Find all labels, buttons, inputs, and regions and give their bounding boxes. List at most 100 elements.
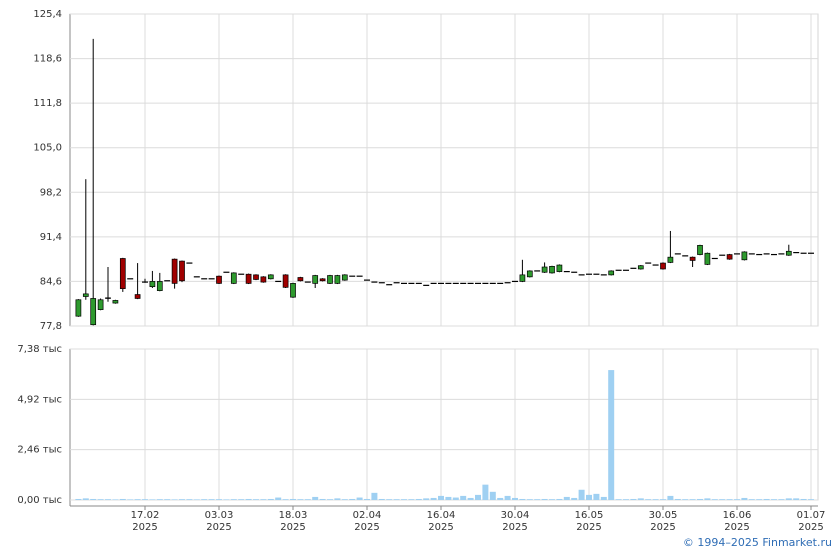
volume-bar <box>208 499 215 500</box>
candle-body <box>156 281 163 291</box>
volume-bar <box>563 496 570 500</box>
volume-bar <box>711 499 718 500</box>
candle-body <box>549 266 555 274</box>
volume-bar <box>719 499 726 500</box>
volume-bar <box>512 497 518 500</box>
candle-body <box>105 297 111 299</box>
y-tick-label: 7,38 тыс <box>17 344 62 355</box>
volume-bar <box>756 499 763 500</box>
candle-body <box>519 274 526 282</box>
x-tick-label: 16.05 <box>575 510 604 521</box>
volume-bar <box>127 499 134 500</box>
volume-bar <box>238 499 245 500</box>
volume-bar <box>216 499 222 500</box>
credit: © 1994–2025 Finmarket.ru <box>683 536 832 549</box>
volume-bar <box>578 489 585 500</box>
x-tick-label: 2025 <box>428 522 453 533</box>
volume-bar <box>571 497 578 500</box>
volume-bar <box>90 498 97 500</box>
candle-body <box>660 262 666 270</box>
candle-body <box>704 252 711 265</box>
volume-bar <box>763 498 770 500</box>
volume-bar <box>171 499 178 500</box>
volume-bar <box>519 498 526 500</box>
candle-body <box>319 278 326 282</box>
x-tick-label: 2025 <box>280 522 305 533</box>
volume-bar <box>290 498 296 500</box>
volume-bar <box>793 498 800 500</box>
volume-bar <box>112 499 119 500</box>
volume-bar <box>378 498 385 500</box>
volume-bar <box>741 497 748 500</box>
volume-bar <box>785 498 792 500</box>
volume-bar <box>260 499 267 500</box>
candle-body <box>134 294 141 299</box>
candle-body <box>216 275 222 284</box>
candle-body <box>541 266 548 273</box>
volume-bar <box>275 497 282 500</box>
volume-bar <box>364 498 370 500</box>
volume-bar <box>119 498 126 500</box>
candle-body <box>726 254 733 260</box>
x-tick-label: 2025 <box>206 522 231 533</box>
y-tick-label: 4,92 тыс <box>17 394 62 405</box>
volume-bar <box>460 495 467 500</box>
candle-body <box>689 256 696 261</box>
volume-bar <box>504 495 511 500</box>
candle-body <box>75 299 82 317</box>
volume-bar <box>356 497 363 500</box>
volume-bar <box>267 498 274 500</box>
candle-body <box>297 277 304 282</box>
volume-bar <box>778 499 785 500</box>
volume-bar <box>630 498 637 500</box>
candle-body <box>282 274 289 288</box>
y-tick-label: 98,2 <box>40 187 62 198</box>
candle-body <box>245 273 252 284</box>
volume-bar <box>230 499 237 500</box>
candle-body <box>608 270 615 276</box>
volume-bar <box>608 370 615 500</box>
y-tick-label: 0,00 тыс <box>17 495 62 506</box>
volume-bar <box>341 499 348 500</box>
candle-body <box>341 274 348 281</box>
x-tick-label: 18.03 <box>279 510 308 521</box>
volume-bar <box>689 499 696 500</box>
volume-bar <box>75 498 82 500</box>
volume-bar <box>808 499 814 500</box>
candle-body <box>526 270 533 278</box>
volume-bar <box>534 499 541 500</box>
volume-bar <box>623 499 629 500</box>
volume-bar <box>475 494 481 500</box>
candle-body <box>253 274 259 280</box>
candle-body <box>112 300 119 304</box>
y-tick-label: 125,4 <box>33 9 62 20</box>
volume-bar <box>334 498 341 500</box>
volume-bar <box>371 492 378 500</box>
volume-bar <box>415 498 422 500</box>
x-tick-label: 01.07 <box>797 510 826 521</box>
volume-bar <box>438 495 444 500</box>
volume-bar <box>386 499 393 500</box>
volume-bar <box>452 497 459 500</box>
x-tick-label: 16.04 <box>427 510 456 521</box>
x-tick-label: 03.03 <box>205 510 234 521</box>
volume-bar <box>615 499 622 500</box>
volume-bar <box>541 498 548 500</box>
x-tick-label: 2025 <box>502 522 527 533</box>
volume-bar <box>593 493 600 500</box>
volume-bar <box>726 499 733 500</box>
candle-body <box>741 251 748 261</box>
x-tick-label: 17.02 <box>131 510 160 521</box>
candle-body <box>267 274 274 280</box>
x-tick-label: 2025 <box>798 522 823 533</box>
candle-body <box>667 256 674 263</box>
candle-body <box>97 299 104 310</box>
volume-bar <box>156 499 163 500</box>
volume-bar <box>186 499 193 500</box>
volume-bar <box>297 499 304 500</box>
volume-bar <box>193 499 200 500</box>
volume-bar <box>134 499 141 500</box>
candle-body <box>556 264 563 272</box>
candle-body <box>334 275 341 284</box>
